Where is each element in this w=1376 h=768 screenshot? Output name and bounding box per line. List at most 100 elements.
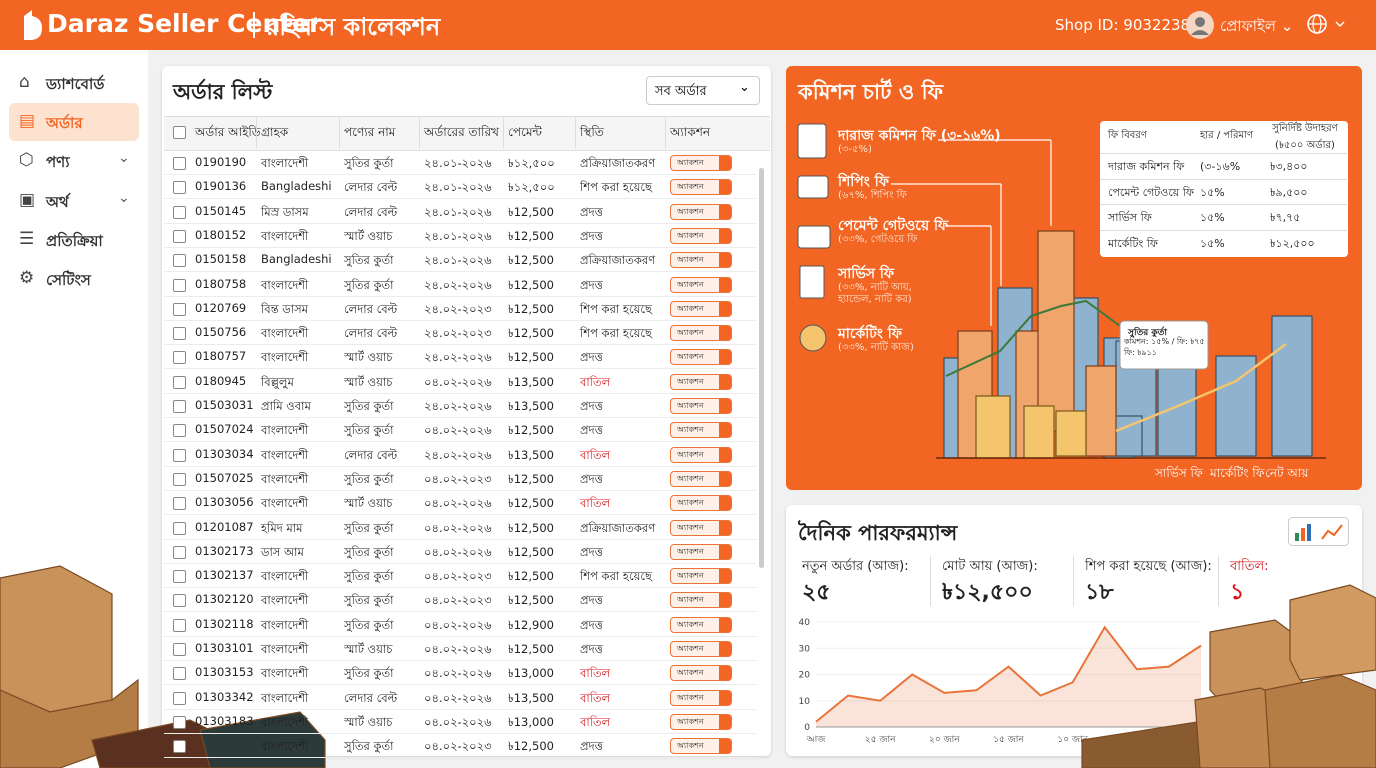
- action-button[interactable]: অ্যাকশন: [670, 179, 732, 196]
- row-checkbox[interactable]: [173, 400, 186, 413]
- action-button[interactable]: অ্যাকশন: [670, 349, 732, 366]
- action-button[interactable]: অ্যাকশন: [670, 665, 732, 682]
- row-checkbox[interactable]: [173, 545, 186, 559]
- table-row[interactable]: [164, 613, 756, 637]
- row-checkbox[interactable]: [173, 618, 186, 632]
- row-checkbox[interactable]: [173, 375, 186, 389]
- action-button[interactable]: অ্যাকশন: [670, 398, 732, 414]
- cell-product: লেদার বেল্ট: [344, 204, 398, 219]
- table-row[interactable]: [164, 273, 756, 297]
- action-button[interactable]: অ্যাকশন: [670, 568, 732, 585]
- cell-id: 0150756: [195, 325, 247, 340]
- row-checkbox[interactable]: [173, 327, 186, 341]
- logo[interactable]: Daraz Seller Center: [47, 9, 322, 38]
- table-row[interactable]: [164, 686, 756, 710]
- table-row[interactable]: [164, 345, 756, 370]
- table-row[interactable]: [164, 491, 756, 516]
- nav-item[interactable]: অর্থ: [46, 192, 69, 211]
- filter-dropdown[interactable]: সব অর্ডার ⌄: [646, 76, 760, 105]
- action-button[interactable]: অ্যাকশন: [670, 203, 732, 220]
- nav-item[interactable]: সেটিংস: [46, 271, 91, 289]
- table-row[interactable]: [164, 200, 756, 224]
- action-label: অ্যাকশন: [677, 716, 704, 726]
- table-row[interactable]: [164, 661, 756, 686]
- cell-customer: বাংলাদেশী: [261, 690, 309, 705]
- action-button[interactable]: অ্যাকশন: [670, 543, 732, 560]
- action-button[interactable]: অ্যাকশন: [670, 155, 732, 171]
- action-caret: [719, 447, 731, 462]
- nav-item[interactable]: প্রতিক্রিয়া: [46, 231, 103, 250]
- row-checkbox[interactable]: [173, 497, 186, 511]
- action-button[interactable]: অ্যাকশন: [670, 325, 732, 342]
- table-row[interactable]: [164, 321, 756, 346]
- row-checkbox[interactable]: [173, 351, 186, 365]
- row-checkbox[interactable]: [173, 254, 186, 268]
- table-row[interactable]: [164, 370, 756, 394]
- action-button[interactable]: অ্যাকশন: [670, 738, 732, 755]
- row-checkbox[interactable]: [173, 521, 186, 535]
- row-checkbox[interactable]: [173, 472, 186, 486]
- table-row[interactable]: [164, 394, 756, 418]
- header-checkbox[interactable]: [173, 126, 186, 139]
- language-menu[interactable]: [1306, 13, 1350, 37]
- table-row[interactable]: [164, 540, 756, 564]
- table-row[interactable]: [164, 710, 756, 734]
- table-row[interactable]: [164, 418, 756, 443]
- table-row[interactable]: [164, 175, 756, 200]
- table-row[interactable]: [164, 151, 756, 175]
- action-button[interactable]: অ্যাকশন: [670, 422, 732, 439]
- nav-item[interactable]: ড্যাশবোর্ড: [46, 75, 105, 93]
- table-row[interactable]: [164, 516, 756, 540]
- row-checkbox[interactable]: [173, 157, 186, 170]
- avatar[interactable]: [1185, 10, 1215, 40]
- action-button[interactable]: অ্যাকশন: [670, 252, 732, 269]
- nav-item[interactable]: অর্ডার: [46, 114, 83, 133]
- user-menu[interactable]: প্রোফাইল ⌄: [1220, 17, 1294, 35]
- row-checkbox[interactable]: [173, 691, 186, 705]
- action-label: অ্যাকশন: [677, 741, 704, 751]
- cell-date: ২৪.০১-২০২৬: [424, 253, 492, 268]
- row-checkbox[interactable]: [173, 448, 186, 462]
- row-checkbox[interactable]: [173, 715, 186, 729]
- scrollbar[interactable]: [759, 168, 764, 568]
- table-row[interactable]: [164, 637, 756, 661]
- action-button[interactable]: অ্যাকশন: [670, 373, 732, 390]
- table-row[interactable]: [164, 564, 756, 589]
- row-checkbox[interactable]: [173, 181, 186, 195]
- row-checkbox[interactable]: [173, 278, 186, 292]
- table-row[interactable]: [164, 734, 756, 759]
- action-button[interactable]: অ্যাকশন: [670, 446, 732, 463]
- table-row[interactable]: [164, 588, 756, 613]
- table-row[interactable]: [164, 224, 756, 248]
- action-button[interactable]: অ্যাকশন: [670, 495, 732, 512]
- action-button[interactable]: অ্যাকশন: [670, 519, 732, 536]
- cell-product: লেদার বেল্ট: [344, 301, 398, 316]
- row-checkbox[interactable]: [173, 424, 186, 438]
- row-checkbox[interactable]: [173, 740, 186, 754]
- chart-toggle[interactable]: [1288, 517, 1350, 547]
- action-button[interactable]: অ্যাকশন: [670, 689, 732, 706]
- action-button[interactable]: অ্যাকশন: [670, 470, 732, 487]
- cell-product: স্মার্ট ওয়াচ: [344, 350, 393, 365]
- action-button[interactable]: অ্যাকশন: [670, 713, 732, 730]
- row-checkbox[interactable]: [173, 594, 186, 608]
- row-checkbox[interactable]: [173, 570, 186, 584]
- row-checkbox[interactable]: [173, 229, 186, 243]
- action-button[interactable]: অ্যাকশন: [670, 276, 732, 293]
- nav-item[interactable]: পণ্য: [46, 153, 70, 172]
- row-checkbox[interactable]: [173, 302, 186, 316]
- x-tick-label: আজ: [806, 735, 826, 745]
- table-row[interactable]: [164, 467, 756, 491]
- action-button[interactable]: অ্যাকশন: [670, 300, 732, 317]
- table-row[interactable]: [164, 297, 756, 321]
- action-button[interactable]: অ্যাকশন: [670, 227, 732, 244]
- action-button[interactable]: অ্যাকশন: [670, 616, 732, 633]
- cell-date: ২৪.০১-২০২৬: [424, 228, 492, 243]
- action-button[interactable]: অ্যাকশন: [670, 641, 732, 657]
- table-row[interactable]: [164, 443, 756, 467]
- row-checkbox[interactable]: [173, 667, 186, 681]
- row-checkbox[interactable]: [173, 205, 186, 219]
- table-row[interactable]: [164, 248, 756, 273]
- action-button[interactable]: অ্যাকশন: [670, 592, 732, 609]
- row-checkbox[interactable]: [173, 643, 186, 656]
